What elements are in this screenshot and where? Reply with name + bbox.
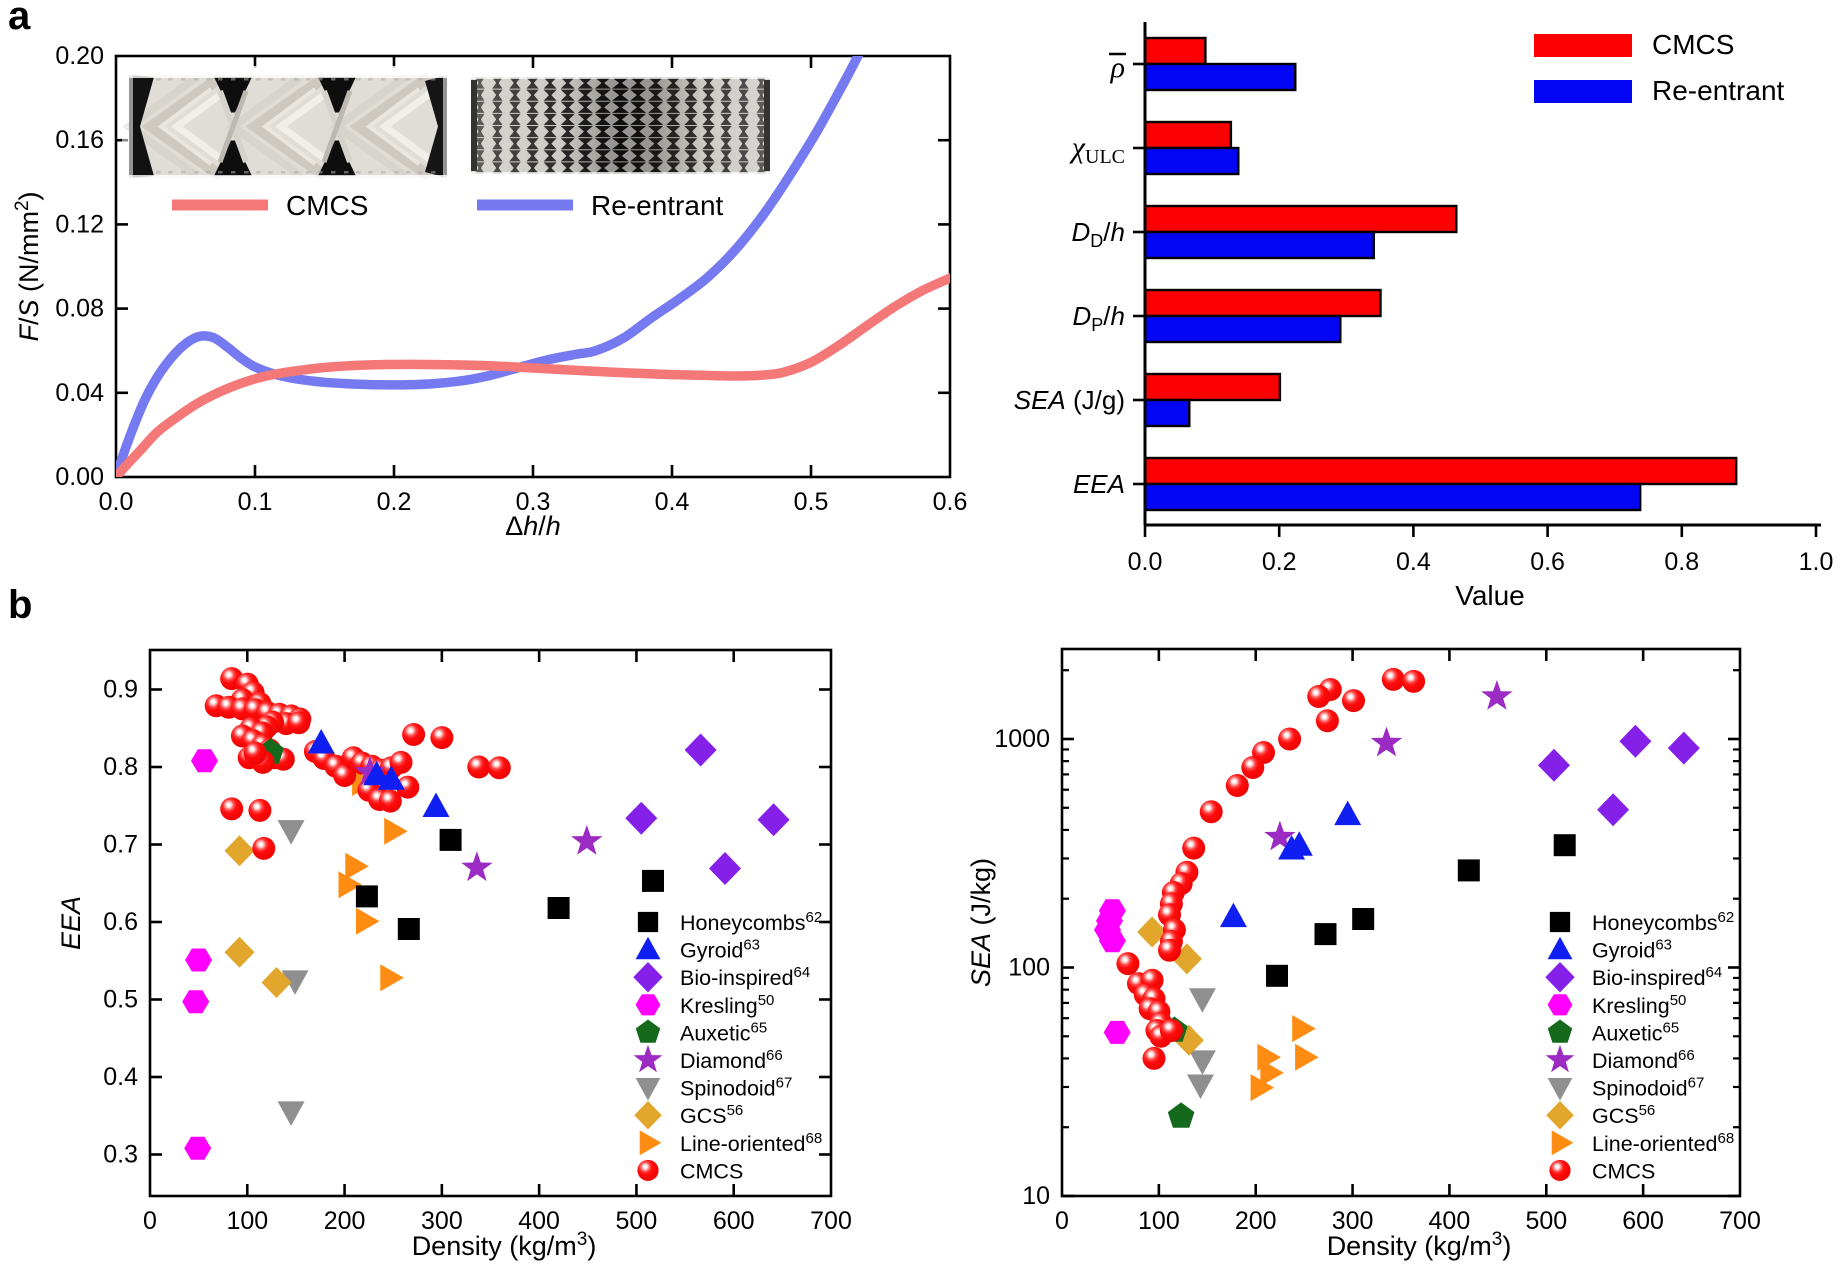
svg-text:0.6: 0.6	[1530, 548, 1565, 576]
svg-text:0.12: 0.12	[55, 210, 104, 238]
svg-text:CMCS: CMCS	[1592, 1159, 1655, 1183]
svg-text:CMCS: CMCS	[286, 190, 368, 221]
svg-text:0.4: 0.4	[1396, 548, 1431, 576]
svg-text:200: 200	[324, 1207, 366, 1235]
svg-text:Diamond66: Diamond66	[680, 1047, 783, 1073]
svg-text:F/S (N/mm2): F/S (N/mm2)	[12, 191, 44, 341]
svg-text:Δh/h: Δh/h	[505, 511, 561, 541]
svg-text:Line-oriented68: Line-oriented68	[680, 1130, 822, 1156]
svg-text:Density (kg/m3): Density (kg/m3)	[1327, 1229, 1512, 1261]
svg-text:CMCS: CMCS	[680, 1159, 743, 1183]
svg-text:Spinodoid67: Spinodoid67	[1592, 1075, 1704, 1101]
svg-text:χULC: χULC	[1069, 131, 1125, 168]
svg-text:CMCS: CMCS	[1652, 29, 1734, 60]
svg-text:0.3: 0.3	[103, 1141, 138, 1169]
svg-text:SEA (J/g): SEA (J/g)	[1014, 385, 1125, 415]
svg-text:0.5: 0.5	[794, 488, 829, 516]
svg-text:0.4: 0.4	[655, 488, 690, 516]
svg-text:0.08: 0.08	[55, 295, 104, 323]
svg-text:300: 300	[421, 1207, 463, 1235]
svg-text:0.7: 0.7	[103, 831, 138, 859]
svg-text:0.6: 0.6	[933, 488, 968, 516]
svg-text:0.3: 0.3	[516, 488, 551, 516]
svg-text:Bio-inspired64: Bio-inspired64	[1592, 964, 1722, 990]
svg-text:300: 300	[1332, 1207, 1374, 1235]
svg-text:0: 0	[1055, 1207, 1069, 1235]
svg-text:Re-entrant: Re-entrant	[1652, 75, 1785, 106]
svg-text:Gyroid63: Gyroid63	[1592, 937, 1672, 963]
svg-text:700: 700	[810, 1207, 852, 1235]
svg-text:Honeycombs62: Honeycombs62	[680, 909, 822, 935]
svg-text:0.8: 0.8	[103, 753, 138, 781]
svg-text:400: 400	[1429, 1207, 1471, 1235]
svg-text:0.2: 0.2	[1262, 548, 1297, 576]
svg-text:0.0: 0.0	[99, 488, 134, 516]
svg-text:Line-oriented68: Line-oriented68	[1592, 1130, 1734, 1156]
svg-text:500: 500	[1525, 1207, 1567, 1235]
svg-text:10: 10	[1022, 1182, 1050, 1210]
svg-text:Value: Value	[1455, 580, 1525, 611]
svg-text:0.5: 0.5	[103, 986, 138, 1014]
svg-text:DD/h: DD/h	[1072, 217, 1125, 251]
svg-text:0.6: 0.6	[103, 908, 138, 936]
svg-text:0.2: 0.2	[377, 488, 412, 516]
svg-text:Honeycombs62: Honeycombs62	[1592, 909, 1734, 935]
svg-text:400: 400	[518, 1207, 560, 1235]
svg-text:0.16: 0.16	[55, 126, 104, 154]
svg-text:0.20: 0.20	[55, 42, 104, 70]
svg-text:0.9: 0.9	[103, 676, 138, 704]
svg-text:EEA: EEA	[1073, 469, 1125, 499]
svg-text:Diamond66: Diamond66	[1592, 1047, 1695, 1073]
svg-text:0.04: 0.04	[55, 379, 104, 407]
svg-text:500: 500	[616, 1207, 658, 1235]
svg-text:b: b	[8, 583, 32, 627]
svg-text:100: 100	[226, 1207, 268, 1235]
svg-text:0.4: 0.4	[103, 1063, 138, 1091]
svg-text:SEA (J/kg): SEA (J/kg)	[966, 858, 996, 987]
svg-text:Density (kg/m3): Density (kg/m3)	[412, 1229, 597, 1261]
svg-text:200: 200	[1235, 1207, 1277, 1235]
svg-text:0: 0	[143, 1207, 157, 1235]
svg-text:DP/h: DP/h	[1073, 301, 1126, 335]
svg-text:700: 700	[1719, 1207, 1761, 1235]
svg-text:600: 600	[713, 1207, 755, 1235]
svg-text:EEA: EEA	[56, 896, 86, 950]
svg-text:100: 100	[1138, 1207, 1180, 1235]
svg-text:Bio-inspired64: Bio-inspired64	[680, 964, 810, 990]
svg-text:600: 600	[1622, 1207, 1664, 1235]
svg-text:0.00: 0.00	[55, 463, 104, 491]
svg-text:0.8: 0.8	[1664, 548, 1699, 576]
svg-text:0.1: 0.1	[238, 488, 273, 516]
svg-text:ρ: ρ	[1110, 51, 1125, 84]
svg-text:1.0: 1.0	[1799, 548, 1834, 576]
svg-text:GCS56: GCS56	[1592, 1102, 1655, 1128]
svg-text:100: 100	[1008, 954, 1050, 982]
svg-text:0.0: 0.0	[1128, 548, 1163, 576]
svg-text:Re-entrant: Re-entrant	[591, 190, 724, 221]
svg-text:Spinodoid67: Spinodoid67	[680, 1075, 792, 1101]
svg-text:a: a	[8, 0, 31, 38]
svg-text:1000: 1000	[994, 725, 1050, 753]
